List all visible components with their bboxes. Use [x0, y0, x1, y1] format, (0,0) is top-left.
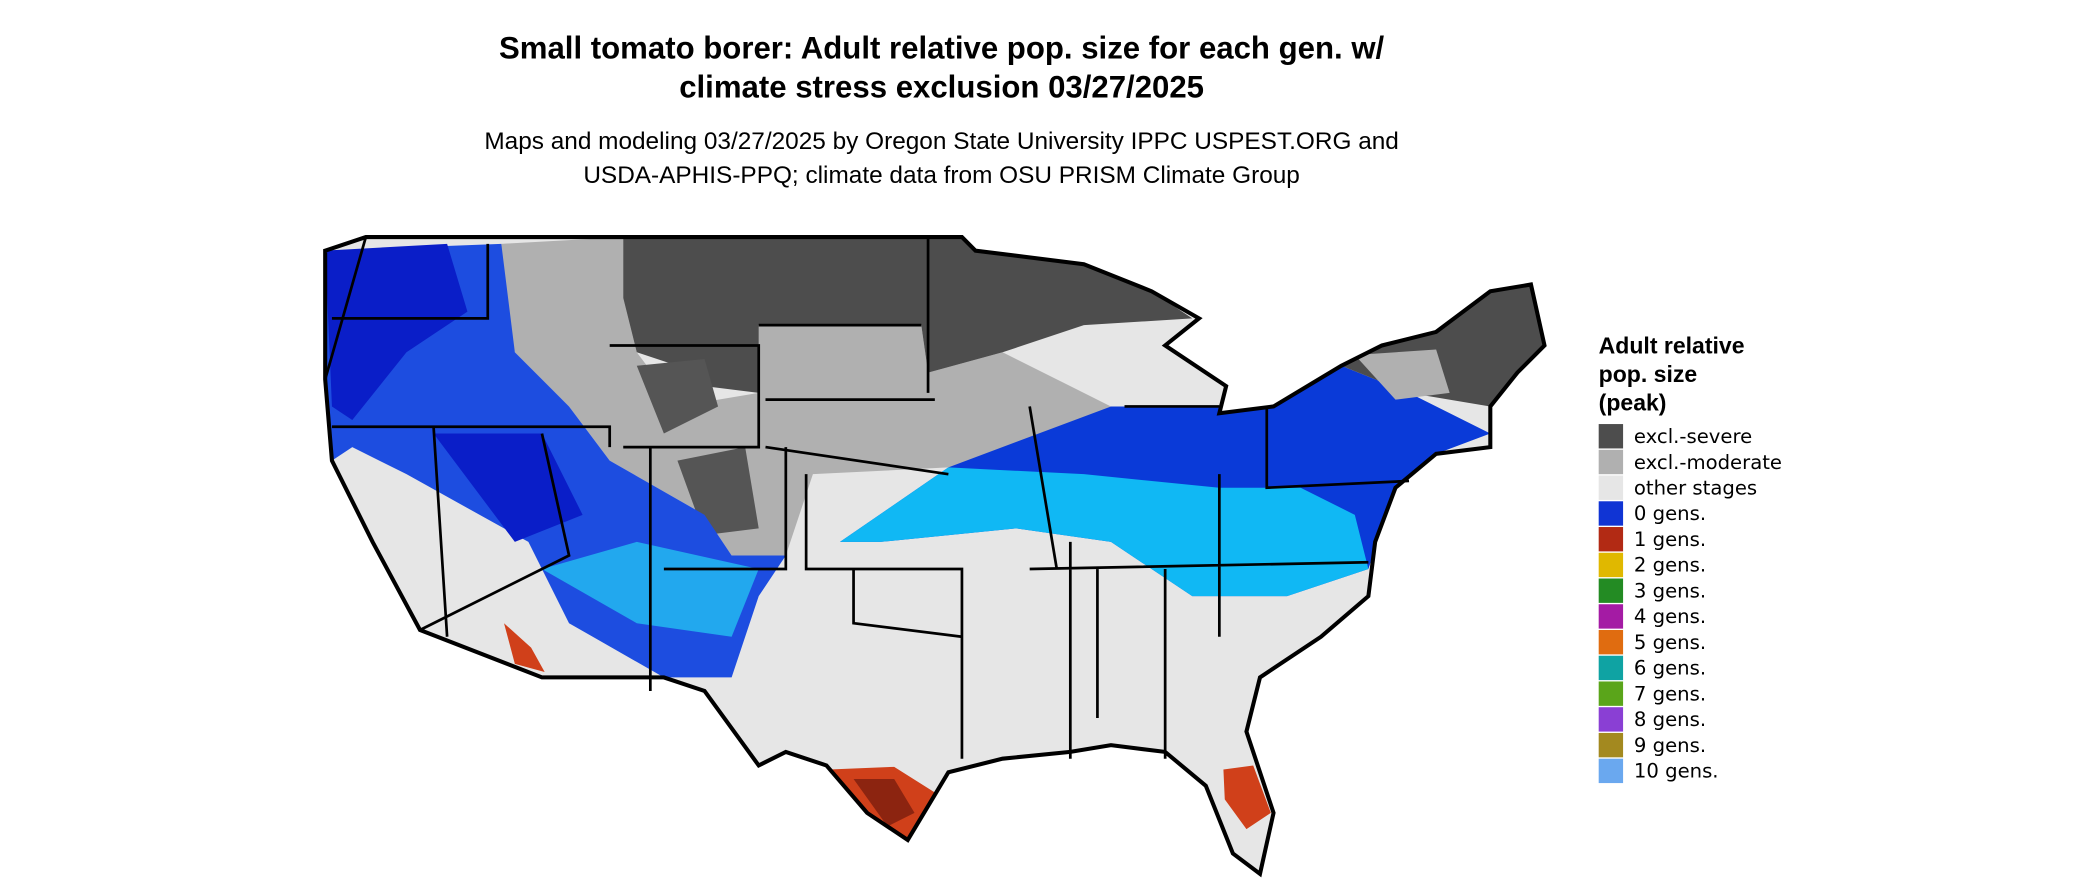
legend-swatch — [1598, 449, 1624, 475]
legend-swatch — [1598, 552, 1624, 578]
region — [623, 237, 1193, 393]
legend-swatch — [1598, 527, 1624, 552]
legend-label: 10 gens. — [1634, 760, 1719, 783]
state-lines — [323, 236, 1410, 759]
legend-label: 3 gens. — [1634, 579, 1706, 602]
legend-label: 5 gens. — [1634, 631, 1706, 654]
legend-swatch — [1598, 732, 1624, 758]
legend-label: 0 gens. — [1634, 502, 1706, 525]
subtitle: Maps and modeling 03/27/2025 by Oregon S… — [484, 128, 1399, 155]
legend-label: 9 gens. — [1634, 734, 1706, 757]
region — [636, 359, 759, 536]
legend-swatch — [1598, 578, 1624, 603]
title: Small tomato borer: Adult relative pop. … — [499, 30, 1385, 65]
header: Small tomato borer: Adult relative pop. … — [484, 30, 1399, 189]
legend-swatch — [1598, 475, 1624, 500]
map — [323, 235, 1547, 878]
legend-label: other stages — [1634, 477, 1757, 500]
legend-label: 4 gens. — [1634, 605, 1706, 628]
legend-label: 7 gens. — [1634, 682, 1706, 705]
region — [853, 779, 915, 827]
legend-swatch — [1598, 681, 1624, 706]
legend-title: Adult relative — [1599, 333, 1745, 359]
legend-swatch — [1598, 604, 1624, 629]
legend-label: 1 gens. — [1634, 528, 1706, 551]
legend-label: excl.-severe — [1634, 425, 1752, 448]
region — [501, 237, 1111, 556]
legend-label: 2 gens. — [1634, 554, 1706, 577]
legend-swatch — [1598, 629, 1624, 655]
legend-title: pop. size — [1599, 361, 1698, 387]
legend-label: 6 gens. — [1634, 657, 1706, 680]
title: climate stress exclusion 03/27/2025 — [679, 70, 1204, 105]
legend-swatch — [1598, 424, 1624, 449]
legend-swatch — [1598, 655, 1624, 681]
legend-title: (peak) — [1599, 390, 1667, 416]
legend-swatch — [1598, 707, 1624, 732]
legend-swatch — [1598, 758, 1624, 784]
legend-label: 8 gens. — [1634, 708, 1706, 731]
legend-swatch — [1598, 501, 1624, 526]
subtitle: USDA-APHIS-PPQ; climate data from OSU PR… — [583, 162, 1300, 189]
country-outline — [323, 235, 1547, 878]
region — [1354, 349, 1450, 400]
legend-label: excl.-moderate — [1634, 451, 1782, 474]
